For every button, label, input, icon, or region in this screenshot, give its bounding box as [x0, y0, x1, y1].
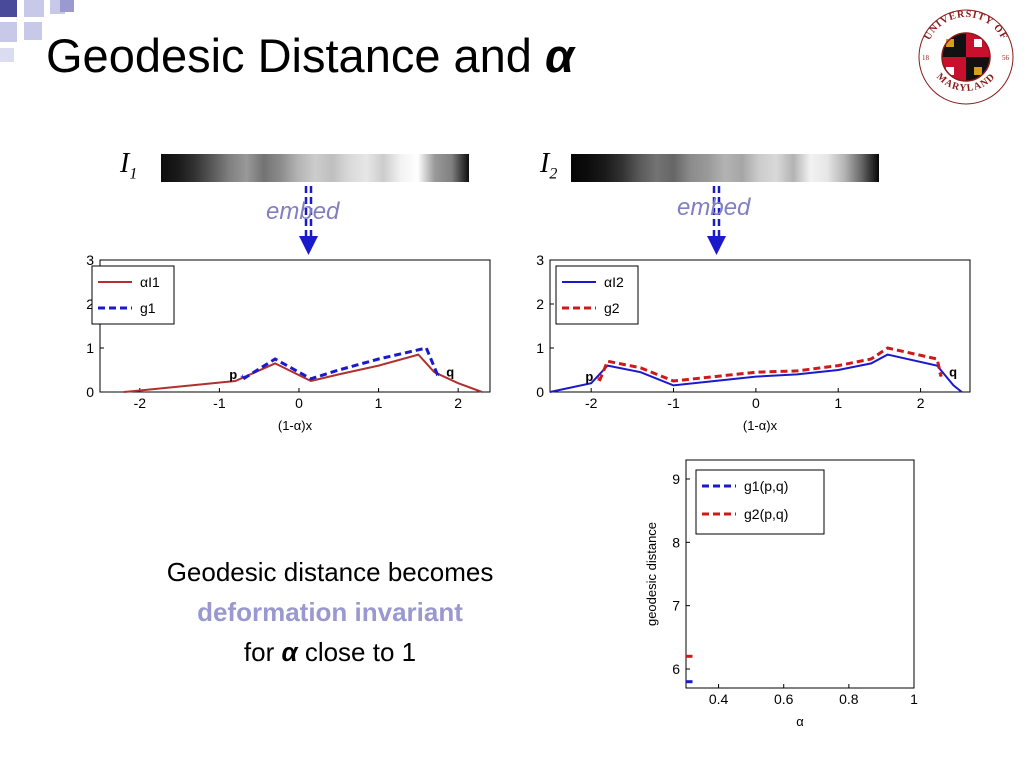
- plot-frame: [549, 259, 971, 393]
- logo-year-right: 56: [1002, 54, 1010, 62]
- logo-year-left: 18: [922, 54, 930, 62]
- slide-caption: Geodesic distance becomes deformation in…: [100, 552, 560, 672]
- endpoint-marker: *: [596, 374, 601, 388]
- x-tick-label: 1: [910, 691, 918, 707]
- x-tick-label: 1: [834, 395, 842, 411]
- embed-label-2: embed: [677, 194, 751, 221]
- caption-line-1: Geodesic distance becomes: [166, 557, 494, 587]
- embed-arrow-1: [299, 186, 318, 255]
- x-tick-label: 0.4: [709, 691, 729, 707]
- x-tick-label: 0: [295, 395, 303, 411]
- legend-box: [555, 265, 639, 325]
- title-text: Geodesic Distance and: [46, 29, 546, 82]
- legend-label-2: g1: [140, 300, 156, 316]
- y-tick-label: 2: [536, 296, 544, 312]
- endpoint-marker: *: [240, 372, 245, 386]
- point-label: p: [229, 367, 237, 382]
- series-line-1: [549, 353, 963, 393]
- point-label: q: [446, 365, 454, 380]
- x-axis-label: α: [796, 714, 804, 729]
- i1-label: I1: [120, 148, 138, 183]
- y-tick-label: 2: [86, 296, 94, 312]
- legend-label-1: αI1: [140, 274, 160, 290]
- legend-label-2: g2(p,q): [744, 506, 788, 522]
- embed-arrow-2: [707, 186, 726, 255]
- x-tick-label: 0.8: [839, 691, 859, 707]
- x-tick-label: 1: [375, 395, 383, 411]
- series-line-2: [242, 346, 440, 381]
- x-tick-label: -2: [134, 395, 147, 411]
- x-tick-label: -1: [213, 395, 226, 411]
- legend-label-2: g2: [604, 300, 620, 316]
- embed-label-1: embed: [266, 198, 340, 225]
- legend-label-1: g1(p,q): [744, 478, 788, 494]
- caption-line-3: for α close to 1: [243, 637, 417, 667]
- point-label: p: [585, 369, 593, 384]
- legend-label-1: αI2: [604, 274, 624, 290]
- endpoint-marker: *: [938, 370, 943, 384]
- x-tick-label: 2: [454, 395, 462, 411]
- y-tick-label: 3: [86, 252, 94, 268]
- endpoint-marker: *: [435, 370, 440, 384]
- x-axis-label: (1-α)x: [743, 418, 778, 433]
- caption-highlight: deformation invariant: [197, 597, 463, 627]
- x-axis-label: (1-α)x: [278, 418, 313, 433]
- y-tick-label: 7: [672, 598, 680, 614]
- y-tick-label: 3: [536, 252, 544, 268]
- x-tick-label: 2: [917, 395, 925, 411]
- intensity-strip-i2: [571, 154, 879, 182]
- y-tick-label: 0: [536, 384, 544, 400]
- y-axis-label: geodesic distance: [644, 522, 659, 626]
- y-tick-label: 9: [672, 471, 680, 487]
- intensity-strip-i1: [161, 154, 469, 182]
- slide-title: Geodesic Distance and α: [46, 32, 574, 79]
- geodesic-distance-plot: 0.4 0.6 0.8 1 6 7 8 9 α geodesic distance g1(p,q) g…: [644, 459, 918, 729]
- point-label: q: [949, 365, 957, 380]
- maryland-flag-shield: [941, 32, 991, 82]
- plot-frame: [99, 259, 491, 393]
- x-tick-label: -2: [585, 395, 598, 411]
- plot-frame: [685, 459, 915, 689]
- y-tick-label: 1: [86, 340, 94, 356]
- y-tick-label: 1: [536, 340, 544, 356]
- x-tick-label: 0.6: [774, 691, 794, 707]
- legend-box: [91, 265, 175, 325]
- y-tick-label: 8: [672, 534, 680, 550]
- title-alpha-symbol: α: [545, 29, 575, 82]
- y-tick-label: 6: [672, 661, 680, 677]
- y-tick-label: 0: [86, 384, 94, 400]
- i2-label: I2: [540, 148, 558, 183]
- university-seal-logo: UNIVERSITY OF MARYLAND 18 56: [918, 9, 1014, 105]
- series-line-2: [598, 346, 943, 383]
- x-tick-label: -1: [667, 395, 680, 411]
- x-tick-label: 0: [752, 395, 760, 411]
- legend-box: [695, 469, 825, 535]
